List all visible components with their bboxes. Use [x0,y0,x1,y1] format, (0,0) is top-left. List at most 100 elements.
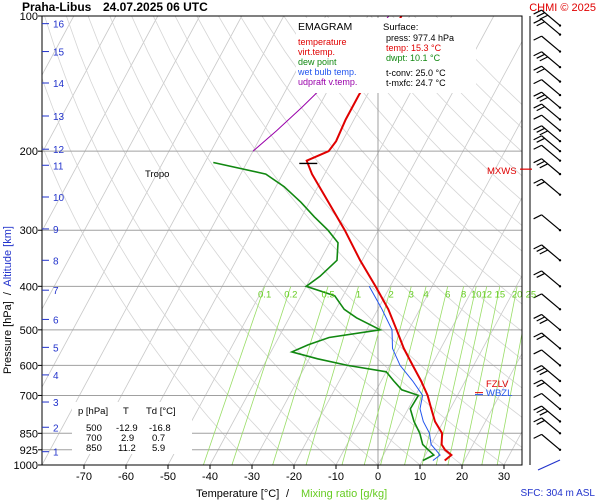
dry-adiabat-line [348,16,522,201]
mixing-ratio-label: 2 [389,289,394,300]
isotherm-line [293,40,522,465]
wind-barb-base [558,420,562,423]
table-cell: 5.9 [152,443,165,454]
wind-barb-base [558,193,562,196]
x-tick-label: 20 [456,471,468,483]
mixing-ratio-label: 12 [481,289,492,300]
isotherm-line [42,16,159,232]
wind-barb [533,313,562,332]
dry-adiabat-line [283,16,522,278]
altitude-tick-label: 16 [53,20,65,31]
wind-barb-feather [536,53,545,59]
wind-barb-feather [539,14,549,20]
wind-barb-feather [533,349,542,355]
wind-barb [533,144,562,162]
wind-barb [533,35,562,53]
wind-barb-feather [533,313,542,319]
y-axis-pressure-label: Pressure [hPa] [2,301,14,374]
x-tick-label: -60 [118,471,134,483]
mixing-ratio-label: 20 [512,289,523,300]
wind-barb [533,9,562,27]
mixing-ratio-line [380,286,427,465]
altitude-tick-label: 12 [53,145,65,156]
wind-barb-feather [539,163,549,169]
wind-barb-feather [533,135,542,141]
date-time: 24.07.2025 06 UTC [103,0,208,14]
mixing-ratio-line [305,286,359,465]
table-cell: 500 [86,423,102,434]
wind-barb-base [558,229,562,232]
wind-barb-feather [533,91,542,97]
wind-barb-feather [533,114,542,120]
station-name: Praha-Libus [22,0,92,14]
wind-barb-base [558,448,562,451]
surface-dwpt: dwpt: 10.1 °C [386,53,441,63]
altitude-tick-label: 11 [53,161,64,172]
mixing-ratio-label: 10 [471,289,482,300]
wind-barb [533,214,562,232]
wind-barb-staff [541,214,561,231]
mixing-ratio-line [272,286,329,465]
legend-temperature: temperature [298,37,347,47]
wind-barb-feather [533,244,542,250]
wind-barb-feather [539,96,549,102]
wind-barb-feather [533,270,542,276]
x-tick-label: 10 [414,471,426,483]
level-table: p [hPa] T Td [°C] 500 -12.9 -16.8 700 2.… [72,402,192,454]
y-tick-label: 200 [20,146,38,158]
series-line-temperature [305,16,453,462]
table-header-t: T [123,406,129,417]
wind-barb-base [558,328,562,332]
y-tick-label: 500 [20,325,38,337]
wind-barb-staff [541,433,561,451]
wind-barb-base [558,347,562,350]
wind-barb-base [558,149,562,153]
wet-bulb-zero-label: WBZL [486,388,512,399]
wind-barb-feather [533,433,542,439]
wind-barb-feather [536,137,545,143]
wind-barb-feather [536,127,545,133]
wind-barb-feather [539,370,549,376]
wind-barb-base [558,432,562,435]
x-axis-separator: / [286,488,290,500]
plot-frame [41,15,523,466]
mixing-ratio-label: 3 [409,289,414,300]
dry-adiabat-line [174,16,522,418]
wind-barb [533,125,562,143]
wind-barb-feather [539,130,549,136]
wind-barb-feather [533,103,542,109]
wind-barb [533,18,562,36]
table-cell: 700 [86,433,102,444]
x-tick-label: 30 [498,471,510,483]
wind-barb-feather [533,144,542,150]
freezing-level-label: FZLV [486,379,509,390]
mixing-ratio-label: 6 [445,289,450,300]
y-tick-label: 925 [20,445,38,457]
table-cell: 850 [86,443,102,454]
wind-barb-staff [541,144,561,162]
wind-barb [533,51,562,69]
table-cell: -16.8 [149,423,171,434]
surface-info: Surface: press: 977.4 hPa temp: 15.3 °C … [380,18,476,93]
credit: CHMI © 2025 [529,2,596,14]
legend-box [296,18,380,93]
wind-barb-feather [533,214,542,220]
wind-barb-base [558,172,562,176]
table-cell: -12.9 [116,423,138,434]
altitude-tick-label: 5 [53,343,59,354]
wind-barb [533,379,562,397]
wind-barb-feather [536,272,545,279]
wind-barb-feather [536,367,545,373]
mixing-ratio-label: 0.1 [258,289,271,300]
wind-barb-feather [536,408,545,414]
wind-barb-staff [541,393,561,410]
wind-barb [533,79,562,97]
wind-barb-staff [541,35,561,53]
isotherm-line [377,196,522,465]
altitude-tick-label: 7 [53,286,59,297]
surface-press: press: 977.4 hPa [386,33,454,43]
x-tick-label: -50 [160,471,176,483]
wind-barb-base [558,285,562,288]
legend-dew-point: dew point [298,57,337,67]
wind-barb-feather [533,178,542,184]
